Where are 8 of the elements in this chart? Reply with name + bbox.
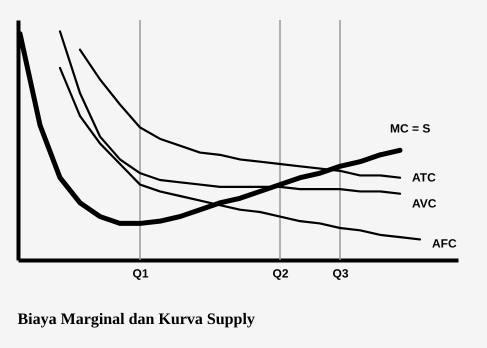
series-label: ATC bbox=[412, 170, 436, 185]
x-tick-label: Q3 bbox=[332, 266, 349, 280]
x-tick-label: Q1 bbox=[132, 266, 149, 280]
series-label: AVC bbox=[412, 196, 437, 211]
series-label: AFC bbox=[432, 236, 457, 250]
x-tick-label: Q2 bbox=[272, 266, 289, 280]
text: Biaya Marginal dan Kurva Supply bbox=[18, 311, 255, 328]
series-label: MC = S bbox=[390, 121, 430, 136]
